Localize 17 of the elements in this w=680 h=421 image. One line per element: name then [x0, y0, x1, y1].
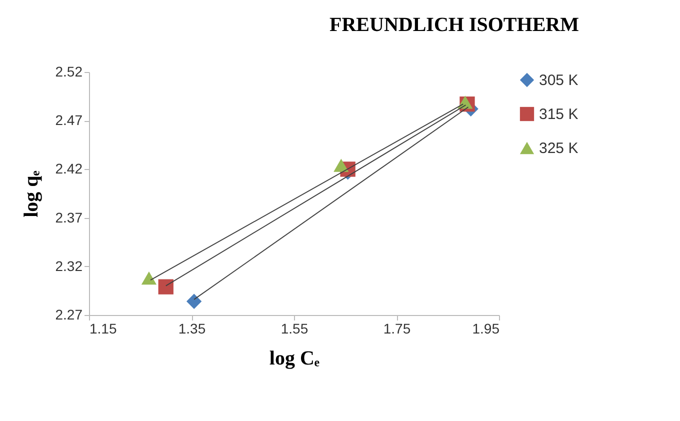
y-tick-label: 2.27: [55, 306, 83, 322]
y-tick-label: 2.52: [55, 64, 83, 80]
y-tick-label: 2.32: [55, 258, 83, 274]
x-tick-label: 1.75: [383, 320, 411, 336]
y-tick-label: 2.47: [55, 112, 83, 128]
chart-title: FREUNDLICH ISOTHERM: [330, 14, 580, 36]
y-tick-label: 2.42: [55, 160, 83, 177]
x-tick-label: 1.15: [90, 320, 117, 336]
legend-label: 325 K: [539, 140, 578, 157]
y-tick-label: 2.37: [55, 209, 83, 226]
x-tick-label: 1.55: [280, 320, 308, 336]
legend-label: 315 K: [539, 106, 578, 123]
x-axis-title: log Cₑ: [269, 348, 320, 370]
x-tick-label: 1.35: [178, 320, 206, 336]
x-tick-label: 1.95: [472, 320, 500, 336]
y-axis-title: log qₑ: [20, 170, 42, 218]
legend-label: 305 K: [539, 72, 578, 89]
